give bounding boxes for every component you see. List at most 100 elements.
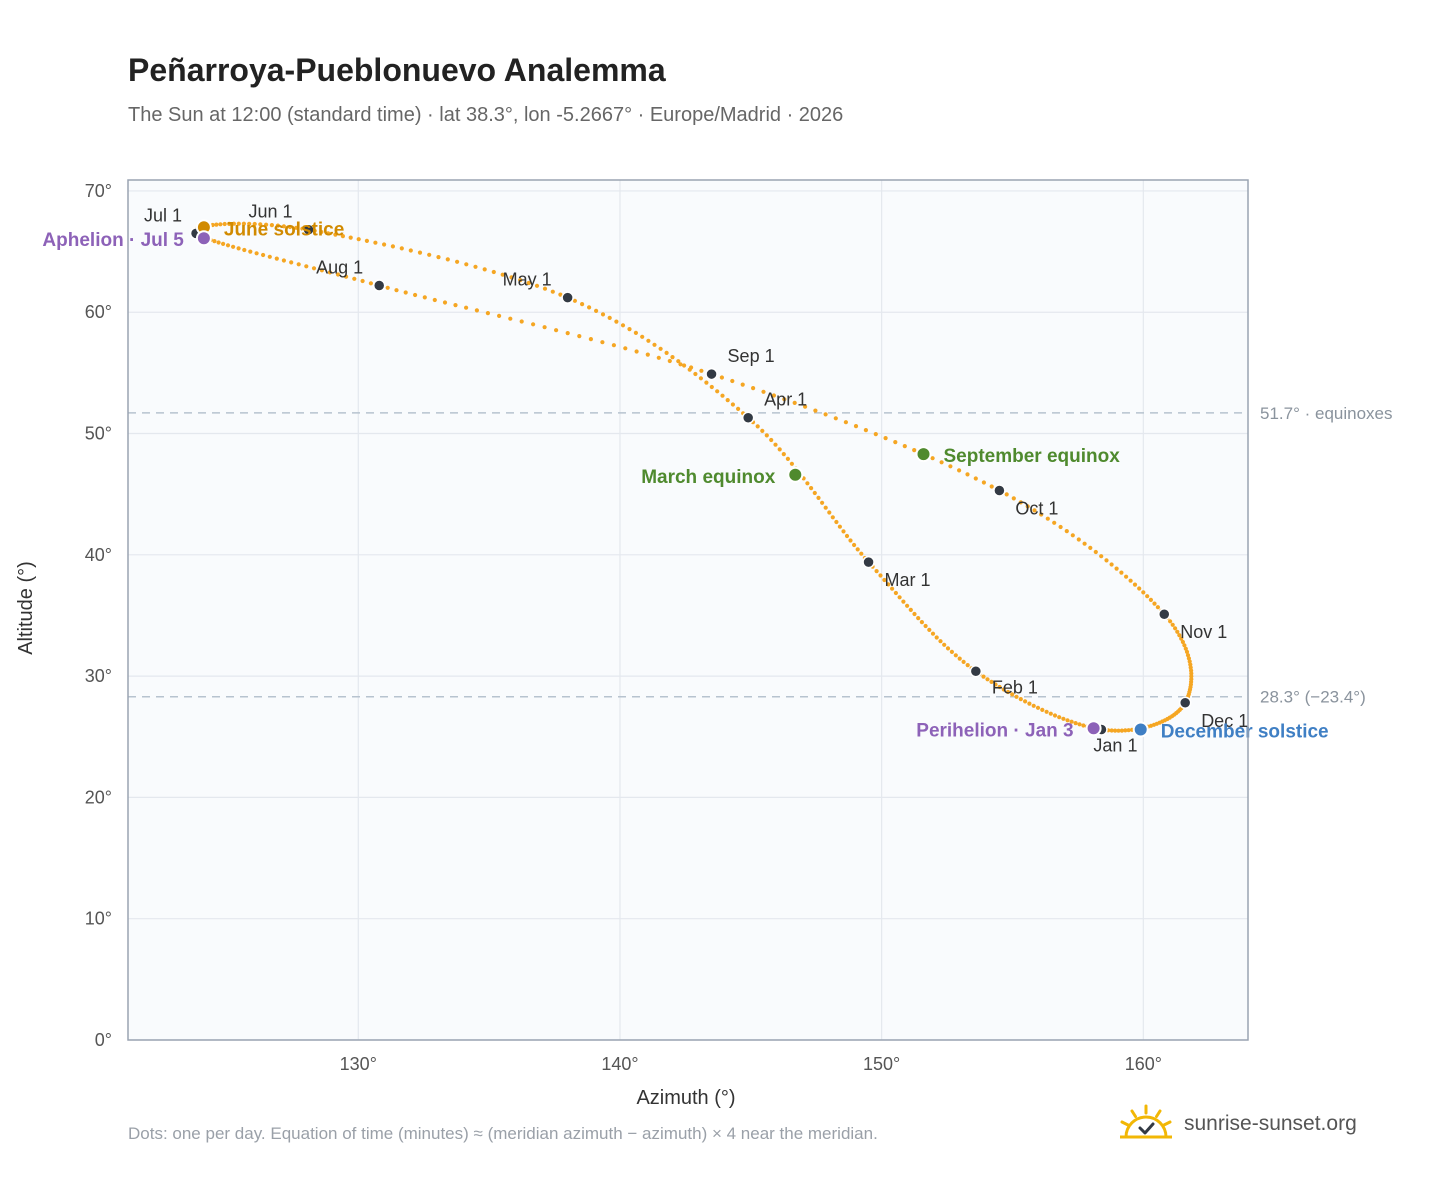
daily-dot: [916, 616, 921, 621]
daily-dot: [427, 252, 432, 257]
special-label: December solstice: [1161, 721, 1329, 742]
daily-dot: [1070, 533, 1075, 538]
brand-text: sunrise-sunset.org: [1184, 1112, 1357, 1135]
month-marker: [302, 223, 315, 236]
daily-dot: [930, 456, 935, 461]
daily-dot: [214, 222, 219, 227]
daily-dot: [769, 437, 774, 443]
daily-dot: [1177, 633, 1182, 638]
daily-dot: [771, 393, 777, 398]
daily-dot: [550, 289, 555, 294]
special-label: September equinox: [944, 446, 1121, 467]
daily-dot: [231, 221, 236, 226]
brand[interactable]: sunrise-sunset.org: [1120, 1102, 1357, 1146]
daily-dot: [715, 389, 720, 394]
daily-dot: [730, 378, 735, 384]
special-label: June solstice: [224, 219, 344, 240]
daily-dot: [531, 322, 536, 327]
daily-dot: [526, 280, 531, 286]
special-marker: [915, 446, 932, 463]
daily-dot: [853, 424, 859, 429]
special-label: Perihelion · Jan 3: [916, 720, 1073, 741]
daily-dot: [1093, 549, 1098, 555]
daily-dot: [901, 599, 906, 604]
daily-dot: [247, 221, 252, 226]
daily-dot: [519, 319, 524, 324]
special-label: Aphelion · Jul 5: [42, 230, 184, 251]
y-tick-label: 40°: [85, 545, 112, 565]
daily-dot: [403, 290, 408, 295]
daily-dot: [231, 244, 236, 249]
daily-dot: [751, 386, 756, 391]
daily-dot: [1116, 728, 1121, 733]
daily-dot: [830, 515, 835, 520]
daily-dot: [755, 424, 760, 429]
daily-dot: [1045, 516, 1050, 521]
daily-dot: [1088, 545, 1093, 551]
daily-dot: [1119, 728, 1124, 733]
y-tick-label: 70°: [85, 181, 112, 201]
daily-dot: [326, 231, 331, 236]
daily-dot: [993, 682, 998, 687]
daily-dot: [1040, 707, 1045, 713]
daily-dot: [542, 325, 547, 330]
daily-dot: [859, 551, 864, 556]
daily-dot: [390, 244, 395, 249]
daily-dot: [816, 495, 821, 500]
daily-dot: [518, 278, 523, 283]
daily-dot: [252, 221, 257, 227]
daily-dot: [1023, 699, 1028, 704]
daily-dot: [1018, 697, 1023, 702]
daily-dot: [241, 221, 246, 226]
plot-area: [128, 180, 1248, 1040]
daily-dot: [781, 452, 786, 457]
daily-dot: [453, 303, 458, 308]
daily-dot: [364, 238, 369, 243]
daily-dot: [981, 480, 987, 485]
daily-dot: [1061, 716, 1066, 721]
month-label: Mar 1: [885, 570, 931, 590]
daily-dot: [1132, 582, 1138, 587]
daily-dot: [633, 330, 639, 335]
daily-dot: [319, 268, 324, 273]
daily-dot: [855, 547, 860, 552]
daily-dot: [542, 286, 548, 291]
daily-dot: [813, 408, 818, 413]
daily-dot: [897, 595, 902, 600]
month-label: Sep 1: [728, 346, 775, 366]
daily-dot: [1168, 619, 1173, 624]
x-tick-label: 140°: [601, 1054, 638, 1074]
daily-dot: [572, 298, 578, 303]
daily-dot: [340, 234, 345, 239]
y-tick-label: 0°: [95, 1030, 112, 1050]
daily-dot: [1032, 508, 1037, 513]
daily-dot: [218, 222, 223, 227]
daily-dot: [930, 631, 936, 636]
daily-dot: [442, 300, 448, 305]
daily-dot: [294, 225, 299, 230]
daily-dot: [957, 468, 962, 473]
special-marker: [1085, 720, 1102, 737]
special-label: March equinox: [641, 467, 776, 488]
daily-dot: [1014, 694, 1019, 699]
daily-dot: [236, 246, 241, 251]
daily-dot: [844, 533, 850, 539]
daily-dot: [989, 679, 994, 685]
daily-dot: [368, 281, 373, 286]
daily-dot: [934, 635, 939, 640]
daily-dot: [803, 404, 808, 409]
month-markers: Jan 1 Feb 1 Mar 1 Apr 1 May 1 Jun 1 Jul 1 Aug 1…: [144, 202, 1248, 756]
daily-dot: [221, 241, 226, 246]
daily-dot: [289, 260, 294, 265]
special-markers: June solstice Aphelion · Jul 5 March equin…: [42, 219, 1329, 742]
daily-dot: [258, 222, 263, 227]
daily-dot: [664, 350, 669, 355]
daily-dot: [1048, 711, 1053, 716]
month-marker: [993, 484, 1006, 497]
daily-dot: [577, 334, 582, 339]
daily-dot: [594, 308, 599, 313]
daily-dot: [878, 573, 883, 578]
daily-dot: [508, 316, 513, 321]
y-tick-label: 30°: [85, 666, 112, 686]
reference-line-label: 51.7° · equinoxes: [1260, 404, 1393, 423]
